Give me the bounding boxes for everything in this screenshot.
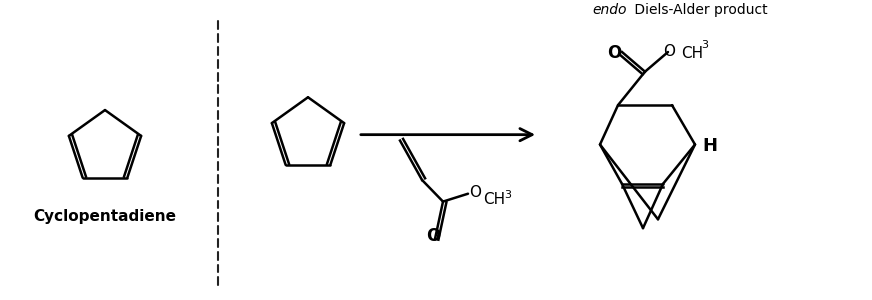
Text: 3: 3 <box>504 190 511 200</box>
Text: O: O <box>607 44 621 62</box>
Text: 3: 3 <box>701 40 708 50</box>
Text: O: O <box>663 44 675 59</box>
Text: Diels-Alder product: Diels-Alder product <box>630 3 767 16</box>
Text: O: O <box>469 185 481 200</box>
Text: O: O <box>426 227 440 245</box>
Text: CH: CH <box>681 46 703 61</box>
Text: Cyclopentadiene: Cyclopentadiene <box>33 209 176 224</box>
Text: CH: CH <box>483 192 505 207</box>
Text: H: H <box>702 137 717 155</box>
Text: endo: endo <box>592 3 627 16</box>
